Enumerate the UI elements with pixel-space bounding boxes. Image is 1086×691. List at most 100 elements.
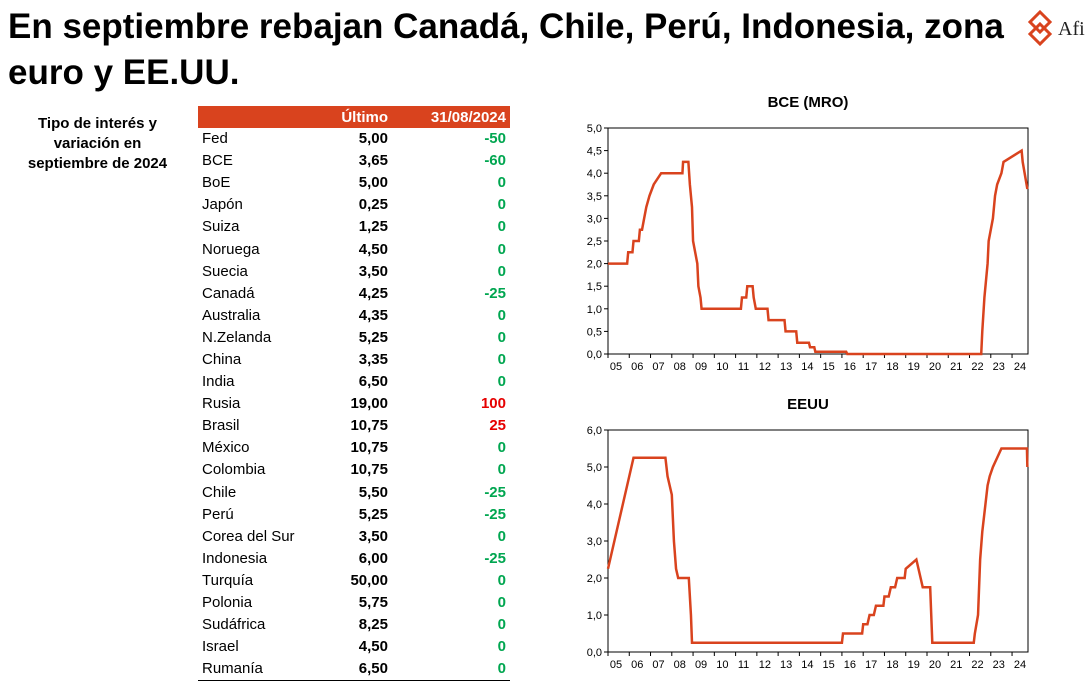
chart-title-eeuu: EEUU (787, 396, 829, 413)
table-row: Brasil 10,75 25 (198, 415, 510, 437)
afi-logo-icon (1027, 9, 1053, 47)
header-country (198, 106, 316, 128)
row-value: 6,50 (358, 373, 388, 391)
x-tick-label: 13 (780, 361, 792, 373)
row-value: 0,25 (358, 196, 388, 214)
x-tick-label: 14 (801, 659, 813, 671)
row-change: 0 (497, 262, 506, 280)
row-country: Canadá (202, 284, 255, 302)
row-value: 5,75 (358, 594, 388, 612)
row-value: 5,00 (358, 174, 388, 192)
header-last: Último (316, 106, 392, 128)
x-tick-label: 09 (695, 659, 707, 671)
row-value: 10,75 (350, 461, 388, 479)
row-change: 0 (497, 527, 506, 545)
chart-bce: 0,0 0,5 1,0 1,5 2,0 2,5 3,0 3,5 4,0 4,5 5,0 05 06 07 0… (587, 123, 1029, 373)
row-change: -50 (484, 130, 506, 148)
series-line (608, 148, 1029, 356)
y-tick-label: 3,0 (587, 536, 602, 548)
y-tick-label: 0,0 (587, 647, 602, 659)
y-tick-label: 3,5 (587, 191, 602, 203)
row-value: 3,35 (358, 350, 388, 368)
row-country: Noruega (202, 240, 260, 258)
table-header-row: Último 31/08/2024 (198, 106, 510, 128)
y-tick-label: 0,0 (587, 349, 602, 361)
row-change: 0 (497, 616, 506, 634)
row-country: México (202, 439, 250, 457)
x-tick-label: 15 (823, 361, 835, 373)
row-value: 4,35 (358, 306, 388, 324)
row-change: 0 (497, 306, 506, 324)
table-row: BoE 5,00 0 (198, 172, 510, 194)
x-tick-label: 22 (971, 659, 983, 671)
chart-eeuu: 0,0 1,0 2,0 3,0 4,0 5,0 6,0 05 06 07 08 09 10 11 12 13 1… (587, 425, 1029, 671)
row-change: -25 (484, 284, 506, 302)
x-tick-label: 10 (716, 659, 728, 671)
row-change: -25 (484, 549, 506, 567)
table-row: Australia 4,35 0 (198, 305, 510, 327)
x-tick-label: 24 (1014, 659, 1026, 671)
afi-logo: Afi (1026, 9, 1086, 50)
table-row: Colombia 10,75 0 (198, 459, 510, 481)
row-value: 50,00 (350, 571, 388, 589)
table-row: Corea del Sur 3,50 0 (198, 526, 510, 548)
row-value: 6,00 (358, 549, 388, 567)
row-country: BCE (202, 152, 233, 170)
x-tick-label: 12 (759, 659, 771, 671)
x-tick-label: 20 (929, 361, 941, 373)
table-row: Israel 4,50 0 (198, 636, 510, 658)
table-row: Noruega 4,50 0 (198, 238, 510, 260)
x-tick-label: 12 (759, 361, 771, 373)
x-tick-label: 18 (886, 659, 898, 671)
series-line (606, 447, 1029, 644)
x-tick-label: 22 (971, 361, 983, 373)
row-country: Indonesia (202, 549, 268, 567)
row-change: -25 (484, 505, 506, 523)
row-country: Chile (202, 483, 237, 501)
x-tick-label: 05 (610, 659, 622, 671)
y-tick-label: 2,0 (587, 259, 602, 271)
table-row: BCE 3,65 -60 (198, 150, 510, 172)
table-row: Turquía 50,00 0 (198, 570, 510, 592)
row-value: 3,50 (358, 262, 388, 280)
x-tick-label: 23 (993, 659, 1005, 671)
x-tick-label: 11 (738, 659, 749, 671)
x-tick-label: 11 (738, 361, 749, 373)
row-value: 1,25 (358, 218, 388, 236)
row-change: 0 (497, 240, 506, 258)
row-value: 5,00 (358, 130, 388, 148)
row-value: 4,25 (358, 284, 388, 302)
y-tick-label: 5,0 (587, 462, 602, 474)
x-tick-label: 24 (1014, 361, 1026, 373)
x-tick-label: 17 (865, 361, 877, 373)
y-tick-label: 4,0 (587, 168, 602, 180)
row-change: 0 (497, 218, 506, 236)
x-tick-label: 14 (801, 361, 813, 373)
row-country: BoE (202, 174, 231, 192)
row-value: 5,25 (358, 328, 388, 346)
row-country: Polonia (202, 594, 253, 612)
y-tick-label: 6,0 (587, 425, 602, 437)
y-tick-label: 4,0 (587, 499, 602, 511)
plot-frame (607, 429, 1029, 653)
rates-table: Último 31/08/2024 Fed 5,00 -50 BCE 3,65 -60 Bo… (198, 106, 510, 682)
y-tick-label: 1,0 (587, 304, 602, 316)
row-change: 0 (497, 328, 506, 346)
table-row: Suiza 1,25 0 (198, 216, 510, 238)
x-tick-label: 05 (610, 361, 622, 373)
row-value: 10,75 (350, 417, 388, 435)
row-country: Turquía (202, 571, 254, 589)
x-tick-label: 08 (674, 361, 686, 373)
x-tick-label: 19 (908, 361, 920, 373)
y-tick-label: 1,0 (587, 610, 602, 622)
row-change: 0 (497, 350, 506, 368)
row-change: -25 (484, 483, 506, 501)
row-country: Japón (202, 196, 243, 214)
table-row: Suecia 3,50 0 (198, 261, 510, 283)
chart-title-bce: BCE (MRO) (767, 94, 849, 111)
row-country: Perú (202, 505, 234, 523)
row-change: 0 (497, 174, 506, 192)
x-tick-label: 17 (865, 659, 877, 671)
row-value: 5,50 (358, 483, 388, 501)
y-tick-label: 2,0 (587, 573, 602, 585)
